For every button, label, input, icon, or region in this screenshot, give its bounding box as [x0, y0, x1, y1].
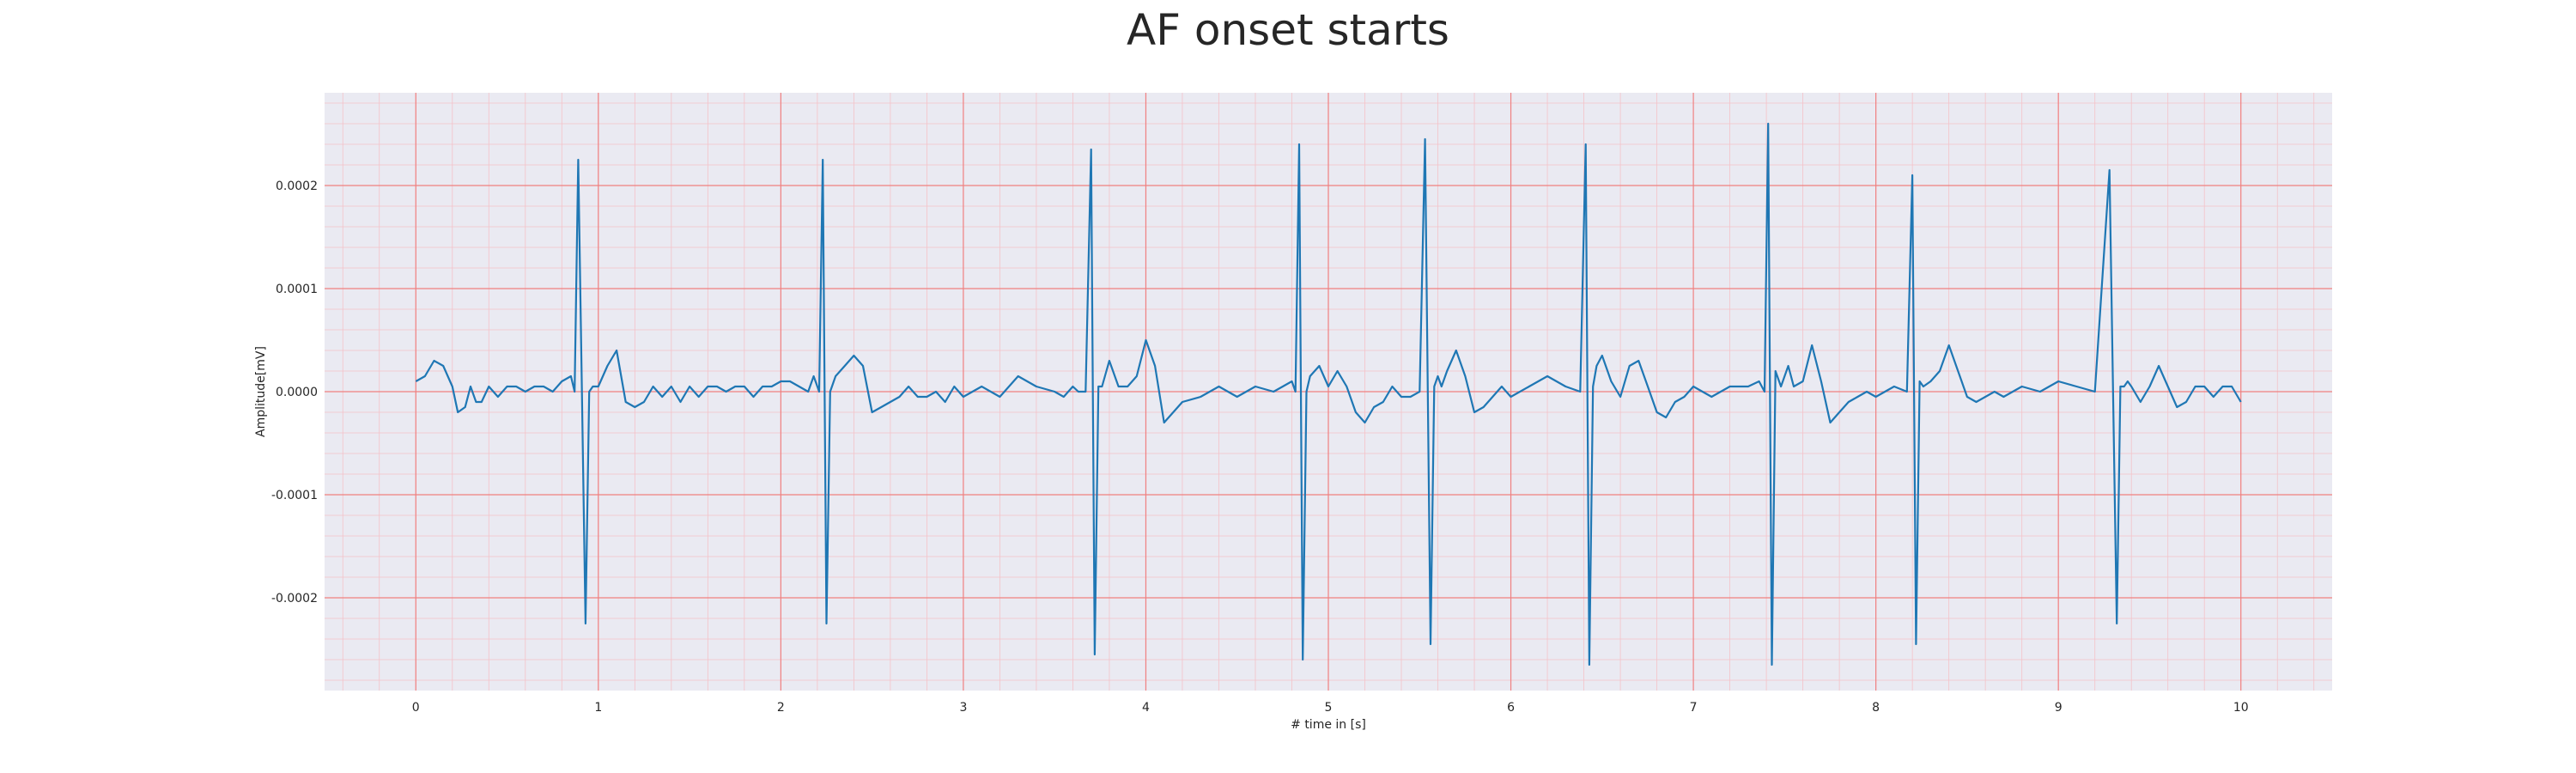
y-tick-label: 0.0000 [276, 386, 318, 399]
x-tick-label: 5 [1325, 701, 1333, 715]
chart-title: AF onset starts [1127, 5, 1449, 55]
x-tick-label: 10 [2233, 701, 2249, 715]
x-tick-label: 6 [1507, 701, 1515, 715]
series-layer [415, 122, 2242, 666]
y-tick-label: -0.0001 [271, 489, 318, 502]
y-tick-label: 0.0002 [276, 180, 318, 193]
x-tick-label: 2 [777, 701, 785, 715]
y-axis-ticks: 0.0002 0.0001 0.0000 -0.0001 -0.0002 [271, 180, 318, 606]
ecg-signal-line [415, 122, 2242, 666]
x-tick-label: 3 [959, 701, 967, 715]
y-axis-label: Amplitude[mV] [254, 346, 268, 437]
x-tick-label: 9 [2055, 701, 2063, 715]
major-grid [325, 93, 2332, 691]
y-tick-label: -0.0002 [271, 592, 318, 606]
x-axis-ticks: 0 1 2 3 4 5 6 7 8 9 10 [412, 701, 2249, 715]
y-tick-label: 0.0001 [276, 283, 318, 296]
x-tick-label: 7 [1690, 701, 1698, 715]
x-axis-label: # time in [s] [1291, 718, 1366, 732]
x-tick-label: 0 [412, 701, 420, 715]
x-tick-label: 8 [1872, 701, 1880, 715]
x-tick-label: 1 [594, 701, 602, 715]
x-tick-label: 4 [1142, 701, 1150, 715]
